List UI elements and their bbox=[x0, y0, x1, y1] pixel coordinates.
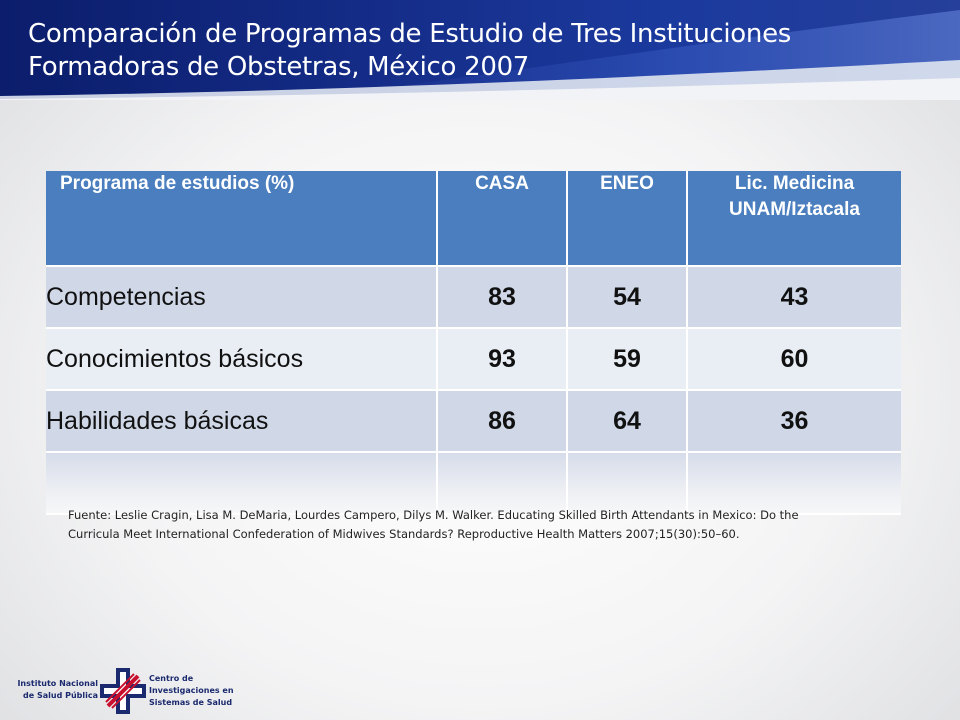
header-unam-line1: Lic. Medicina bbox=[734, 173, 855, 194]
cell-casa: 93 bbox=[437, 328, 568, 391]
blank-cell bbox=[437, 452, 568, 515]
source-line2: Curricula Meet International Confederati… bbox=[68, 527, 740, 541]
row-label: Habilidades básicas bbox=[46, 390, 438, 453]
cell-unam: 60 bbox=[687, 328, 901, 391]
cell-eneo: 54 bbox=[567, 266, 688, 329]
source-line1: Fuente: Leslie Cragin, Lisa M. DeMaria, … bbox=[68, 508, 799, 522]
row-label: Conocimientos básicos bbox=[46, 328, 438, 391]
comparison-table: Programa de estudios (%) CASA ENEO Lic. … bbox=[46, 171, 901, 515]
header-wave-decoration bbox=[0, 10, 960, 100]
header-unam-line2: UNAM/Iztacala bbox=[729, 199, 860, 220]
header-program: Programa de estudios (%) bbox=[46, 171, 438, 267]
table-row: Competencias 83 54 43 bbox=[46, 266, 901, 329]
cell-casa: 83 bbox=[437, 266, 568, 329]
table-blank-row bbox=[46, 452, 901, 515]
blank-cell bbox=[687, 452, 901, 515]
cell-eneo: 59 bbox=[567, 328, 688, 391]
cell-casa: 86 bbox=[437, 390, 568, 453]
insp-cross-logo-icon bbox=[100, 668, 146, 714]
slide-title-line1: Comparación de Programas de Estudio de T… bbox=[28, 19, 792, 49]
footer-right-line2: Investigaciones en bbox=[149, 686, 234, 695]
footer-right-line1: Centro de bbox=[149, 674, 194, 683]
table-row: Conocimientos básicos 93 59 60 bbox=[46, 328, 901, 391]
source-citation: Fuente: Leslie Cragin, Lisa M. DeMaria, … bbox=[68, 506, 898, 544]
table-row: Habilidades básicas 86 64 36 bbox=[46, 390, 901, 453]
cell-unam: 36 bbox=[687, 390, 901, 453]
footer-insp-label: Instituto Nacional de Salud Pública bbox=[10, 678, 98, 702]
slide-title-line2: Formadoras de Obstetras, México 2007 bbox=[28, 52, 530, 82]
footer-ciss-label: Centro de Investigaciones en Sistemas de… bbox=[149, 673, 259, 709]
header-casa: CASA bbox=[437, 171, 568, 267]
footer-left-line1: Instituto Nacional bbox=[17, 679, 98, 688]
cell-eneo: 64 bbox=[567, 390, 688, 453]
footer-left-line2: de Salud Pública bbox=[23, 691, 98, 700]
footer-right-line3: Sistemas de Salud bbox=[149, 698, 233, 707]
header-eneo: ENEO bbox=[567, 171, 688, 267]
cell-unam: 43 bbox=[687, 266, 901, 329]
table-header-row: Programa de estudios (%) CASA ENEO Lic. … bbox=[46, 171, 901, 267]
slide-header: Comparación de Programas de Estudio de T… bbox=[0, 0, 960, 100]
blank-cell bbox=[567, 452, 688, 515]
blank-cell bbox=[46, 452, 438, 515]
row-label: Competencias bbox=[46, 266, 438, 329]
slide-title: Comparación de Programas de Estudio de T… bbox=[28, 18, 928, 84]
header-unam: Lic. Medicina UNAM/Iztacala bbox=[687, 171, 901, 267]
